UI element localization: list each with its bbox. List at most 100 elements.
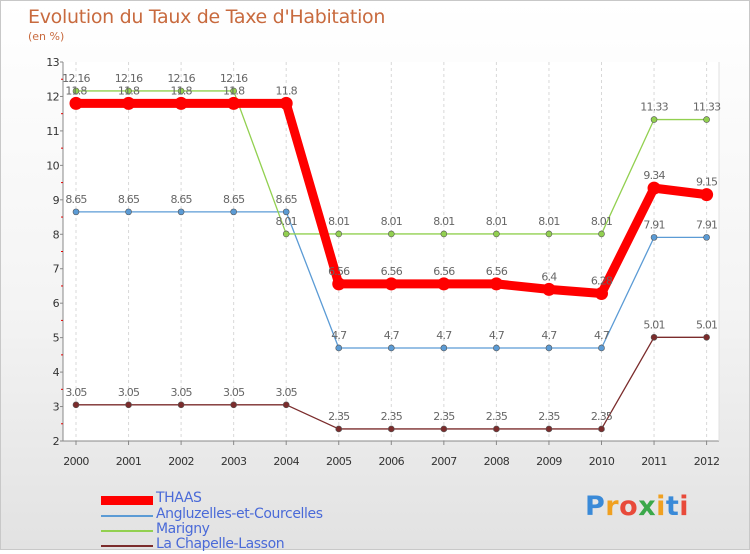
data-label: 8.01	[433, 215, 454, 228]
legend-swatch	[101, 545, 153, 547]
data-label: 4.7	[436, 329, 452, 342]
data-point	[598, 230, 605, 238]
data-point	[282, 208, 290, 216]
data-point	[125, 401, 132, 409]
logo-letter: r	[605, 491, 620, 522]
data-point	[177, 87, 185, 95]
data-point	[493, 344, 500, 352]
data-point	[489, 277, 503, 291]
x-tick-label: 2008	[484, 455, 510, 468]
data-label: 3.05	[276, 386, 298, 399]
data-point	[279, 96, 293, 110]
data-label: 5.01	[696, 318, 717, 331]
data-labels: 11.8 11.8 11.8 11.8 11.8 6.56 6.56 6.56 6.56 6.4 6…	[62, 72, 722, 423]
x-tick-label: 2011	[641, 455, 667, 468]
data-label: 12.16	[62, 72, 90, 85]
data-point	[125, 87, 132, 95]
data-point	[440, 425, 448, 433]
data-point	[650, 116, 658, 123]
data-label: 4.7	[331, 329, 347, 342]
data-label: 11.8	[65, 84, 87, 97]
data-point	[72, 401, 80, 409]
data-label: 7.91	[643, 218, 664, 231]
x-tick-label: 2000	[63, 455, 89, 468]
y-tick-label: 12	[46, 90, 59, 103]
data-label: 2.35	[381, 410, 403, 423]
x-tick-label: 2009	[536, 455, 562, 468]
legend-swatch	[101, 530, 153, 532]
y-tick-label: 9	[53, 194, 60, 207]
data-label: 9.34	[643, 169, 665, 182]
data-label: 6.56	[433, 265, 455, 278]
y-tick-label: 10	[46, 159, 59, 172]
x-tick-label: 2003	[221, 455, 247, 468]
legend-label: THAAS	[156, 490, 202, 506]
data-label: 8.65	[170, 193, 192, 206]
data-label: 2.35	[591, 410, 613, 423]
legend-item: THAAS	[101, 490, 401, 508]
logo-letter: P	[585, 491, 606, 522]
data-point	[647, 181, 661, 195]
data-label: 8.01	[591, 215, 612, 228]
data-label: 12.16	[115, 72, 143, 85]
data-label: 4.7	[489, 329, 505, 342]
legend-label: La Chapelle-Lasson	[156, 536, 285, 552]
legend-swatch	[101, 515, 153, 517]
data-label: 4.7	[541, 329, 557, 342]
series-layer	[69, 87, 714, 433]
data-point	[440, 344, 448, 352]
legend-label: Angluzelles-et-Courcelles	[156, 506, 323, 522]
x-tick-label: 2006	[378, 455, 404, 468]
data-label: 2.35	[328, 410, 350, 423]
data-label: 2.35	[486, 410, 508, 423]
logo-letter: o	[619, 491, 639, 522]
data-label: 6.56	[381, 265, 403, 278]
data-label: 12.16	[220, 72, 248, 85]
data-point	[230, 401, 237, 409]
data-label: 6.56	[486, 265, 508, 278]
data-point	[703, 234, 710, 241]
data-label: 8.01	[276, 215, 297, 228]
data-label: 3.05	[170, 386, 192, 399]
data-label: 11.33	[640, 101, 668, 114]
x-tick-label: 2007	[431, 455, 457, 468]
y-tick-label: 6	[53, 297, 60, 310]
legend-swatch	[101, 495, 153, 505]
chart-title: Evolution du Taux de Taxe d'Habitation	[28, 6, 386, 28]
y-tick-label: 4	[53, 366, 60, 379]
proxiti-logo: Proxiti	[585, 491, 689, 522]
data-label: 8.65	[223, 193, 245, 206]
data-point	[387, 344, 395, 352]
data-point	[595, 287, 608, 301]
data-label: 8.65	[65, 193, 87, 206]
data-point	[177, 208, 185, 216]
data-label: 3.05	[118, 386, 140, 399]
data-point	[177, 401, 185, 409]
logo-letter: i	[656, 491, 666, 522]
logo-letter: x	[638, 491, 657, 522]
data-label: 11.8	[223, 84, 245, 97]
data-label: 8.01	[486, 215, 507, 228]
x-tick-label: 2005	[326, 455, 352, 468]
grid	[63, 62, 719, 441]
data-point	[703, 333, 710, 341]
logo-letter: t	[665, 491, 680, 522]
y-tick-label: 11	[46, 125, 59, 138]
legend-label: Marigny	[156, 521, 210, 537]
data-point	[335, 230, 343, 238]
data-label: 6.4	[541, 270, 557, 283]
data-label: 12.16	[167, 72, 195, 85]
y-tick-label: 8	[53, 228, 60, 241]
data-point	[440, 230, 448, 238]
data-point	[230, 208, 237, 216]
data-label: 3.05	[223, 386, 245, 399]
data-label: 2.35	[433, 410, 455, 423]
x-tick-label: 2012	[694, 455, 720, 468]
y-tick-label: 3	[53, 401, 60, 414]
data-point	[387, 425, 395, 433]
data-point	[72, 87, 80, 95]
data-point	[650, 333, 658, 341]
data-point	[69, 96, 83, 110]
